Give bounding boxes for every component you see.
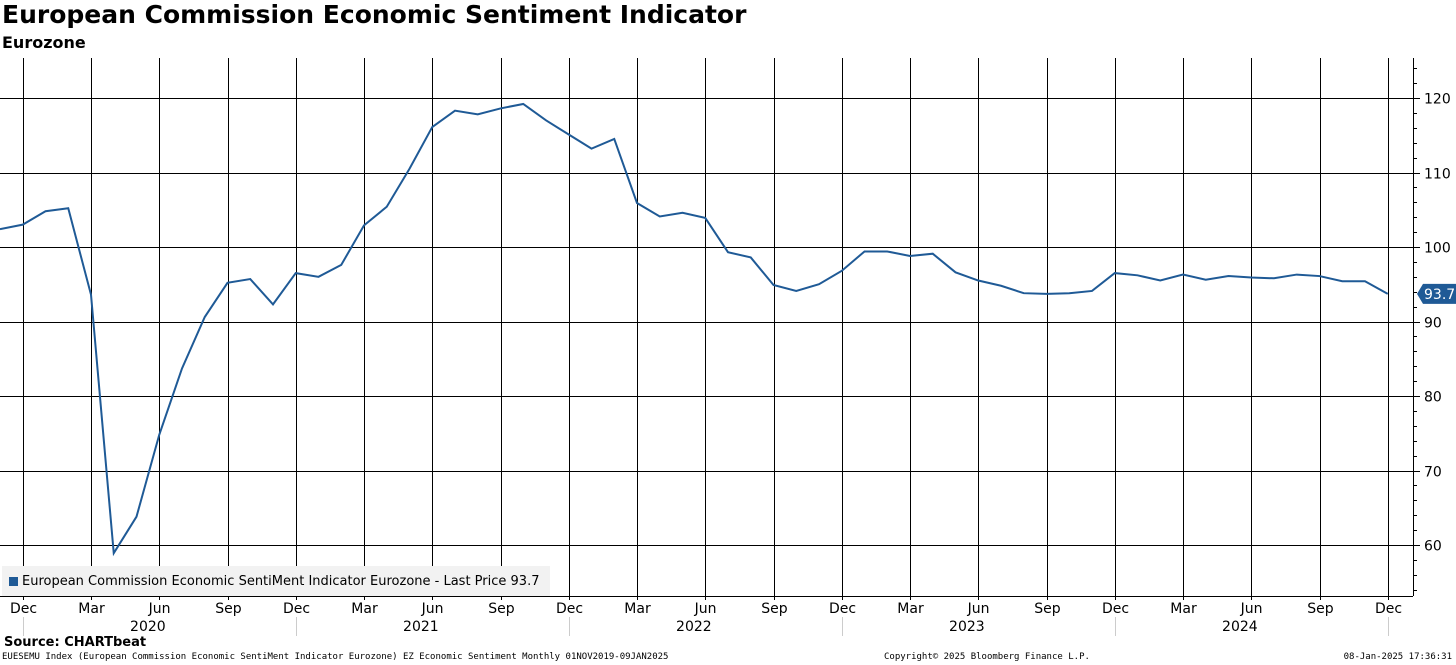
legend-swatch <box>9 576 18 586</box>
x-tick-label: Dec <box>1102 601 1129 617</box>
x-tick-label: Sep <box>215 601 242 617</box>
x-year-label: 2023 <box>949 619 985 635</box>
y-tick-label: 110 <box>1424 167 1451 183</box>
last-price-label: 93.7 <box>1424 287 1455 303</box>
y-tick-label: 80 <box>1424 390 1442 406</box>
y-tick-label: 90 <box>1424 316 1442 332</box>
legend-label: European Commission Economic SentiMent I… <box>22 573 540 589</box>
y-tick-label: 120 <box>1424 92 1451 108</box>
vertical-gridlines <box>23 58 1389 600</box>
x-tick-label: Dec <box>1375 601 1402 617</box>
series-line <box>0 102 1389 557</box>
source-note: Source: CHARTbeat <box>4 635 147 650</box>
legend: European Commission Economic SentiMent I… <box>2 566 550 596</box>
x-year-label: 2020 <box>130 619 166 635</box>
x-tick-label: Mar <box>897 601 924 617</box>
series-group <box>0 102 1389 557</box>
last-price-tag: 93.7 <box>1417 283 1456 304</box>
x-tick-label: Mar <box>1170 601 1197 617</box>
x-year-label: 2021 <box>403 619 439 635</box>
chart-title: European Commission Economic Sentiment I… <box>2 0 747 29</box>
x-tick-label: Jun <box>694 601 717 617</box>
x-tick-label: Dec <box>556 601 583 617</box>
x-tick-label: Dec <box>829 601 856 617</box>
x-tick-label: Mar <box>624 601 651 617</box>
x-tick-label: Sep <box>1034 601 1061 617</box>
x-tick-label: Jun <box>1240 601 1263 617</box>
chart-subtitle: Eurozone <box>2 33 86 52</box>
y-tick-label: 100 <box>1424 241 1451 257</box>
last-price-tag-shape <box>1417 283 1456 304</box>
x-tick-label: Jun <box>148 601 171 617</box>
x-tick-label: Mar <box>78 601 105 617</box>
x-tick-label: Sep <box>488 601 515 617</box>
y-tick-label: 70 <box>1424 465 1442 481</box>
x-tick-label: Dec <box>10 601 37 617</box>
x-tick-label: Mar <box>351 601 378 617</box>
x-year-label: 2024 <box>1222 619 1258 635</box>
x-tick-label: Dec <box>283 601 310 617</box>
x-tick-label: Sep <box>1307 601 1334 617</box>
x-tick-label: Jun <box>421 601 444 617</box>
x-year-label: 2022 <box>676 619 712 635</box>
timestamp: 08-Jan-2025 17:36:31 <box>1343 652 1452 662</box>
y-tick-label: 60 <box>1424 539 1442 555</box>
y-axis: 60 70 80 90 100 110 120 <box>1413 58 1451 596</box>
horizontal-gridlines <box>0 98 1413 546</box>
copyright: Copyright© 2025 Bloomberg Finance L.P. <box>884 652 1090 662</box>
x-tick-label: Jun <box>967 601 990 617</box>
ticker-line: EUESEMU Index (European Commission Econo… <box>2 652 669 662</box>
x-axis: Dec Mar Jun Sep Dec Mar Jun Sep Dec Mar Jun Sep Dec M… <box>0 596 1413 636</box>
x-tick-label: Sep <box>761 601 788 617</box>
